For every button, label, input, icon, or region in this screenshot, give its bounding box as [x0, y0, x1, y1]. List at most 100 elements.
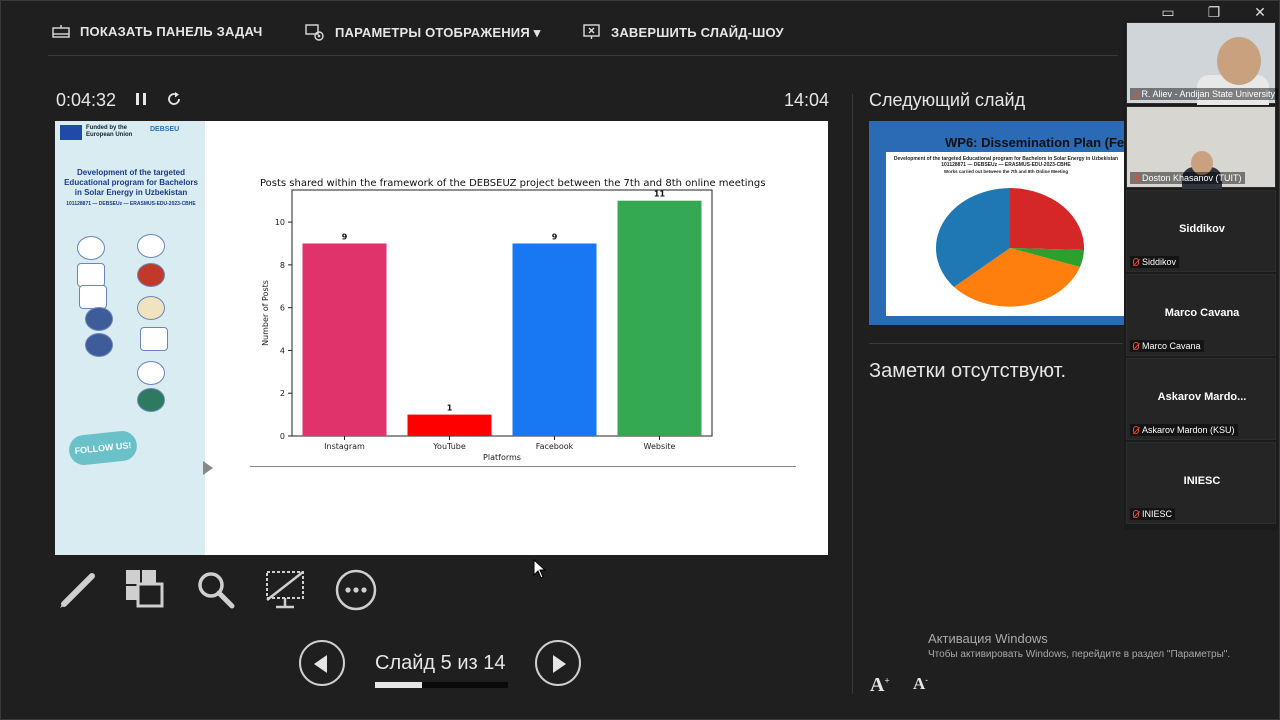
project-id: 101128871 — DEBSEUz — ERASMUS-EDU-2023-C… — [66, 201, 196, 207]
pen-icon[interactable] — [56, 568, 100, 612]
end-slideshow-button[interactable]: ЗАВЕРШИТЬ СЛАЙД-ШОУ — [583, 24, 784, 40]
next-slide-pie-chart — [935, 188, 1085, 307]
slide-sidebar: Funded by the European Union DEBSEU Deve… — [55, 121, 205, 555]
y-tick-label: 4 — [280, 346, 285, 355]
bar-data-label: 11 — [654, 190, 666, 199]
pie-slice — [1010, 248, 1084, 267]
participant-tile[interactable]: R. Aliev - Andijan State University — [1126, 22, 1278, 105]
black-screen-icon[interactable] — [264, 568, 308, 612]
partner-logo — [137, 296, 165, 320]
participant-name: Marco Cavana — [1142, 341, 1201, 351]
bar — [512, 243, 597, 436]
participant-video — [1182, 167, 1222, 189]
participant-display-name: Askarov Mardo... — [1157, 391, 1247, 403]
x-tick-label: Facebook — [536, 442, 574, 451]
partner-logo — [140, 327, 168, 351]
bar-data-label: 1 — [447, 404, 453, 413]
zoom-icon[interactable] — [194, 568, 238, 612]
y-tick-label: 10 — [275, 218, 285, 227]
end-slideshow-label: ЗАВЕРШИТЬ СЛАЙД-ШОУ — [611, 24, 784, 40]
all-slides-icon[interactable] — [124, 568, 168, 612]
display-settings-label: ПАРАМЕТРЫ ОТОБРАЖЕНИЯ ▾ — [335, 25, 541, 40]
participant-display-name: INIESC — [1183, 475, 1221, 487]
muted-mic-icon — [1133, 510, 1139, 518]
follow-us-badge: FOLLOW US! — [67, 429, 139, 467]
next-slide-thumbnail[interactable]: WP6: Dissemination Plan (FerP Developmen… — [869, 121, 1125, 325]
more-options-icon[interactable] — [334, 568, 378, 612]
y-axis-label: Number of Posts — [261, 280, 270, 346]
participant-display-name: Marco Cavana — [1164, 307, 1240, 319]
show-taskbar-button[interactable]: ПОКАЗАТЬ ПАНЕЛЬ ЗАДАЧ — [52, 24, 262, 39]
participant-tile[interactable]: INIESC INIESC — [1126, 442, 1276, 524]
y-tick-label: 2 — [280, 389, 285, 398]
restore-button[interactable]: ❐ — [1207, 4, 1221, 20]
pane-divider — [852, 94, 853, 694]
partner-logo — [137, 234, 165, 258]
x-tick-label: Instagram — [324, 442, 365, 451]
participant-name: Askarov Mardon (KSU) — [1142, 425, 1235, 435]
participant-tile[interactable]: Marco Cavana Marco Cavana — [1126, 274, 1276, 356]
partner-logo — [79, 285, 107, 309]
windows-activation-title: Активация Windows — [928, 631, 1048, 646]
next-slide-button[interactable] — [535, 640, 581, 686]
participant-label: INIESC — [1130, 508, 1176, 520]
previous-slide-button[interactable] — [299, 640, 345, 686]
participant-name: R. Aliev - Andijan State University — [1141, 89, 1275, 99]
project-title: Development of the targeted Educational … — [64, 168, 198, 197]
partner-logo — [137, 361, 165, 385]
muted-mic-icon — [1133, 426, 1139, 434]
partner-logo — [137, 263, 165, 287]
bar-data-label: 9 — [342, 232, 348, 241]
display-settings-button[interactable]: ПАРАМЕТРЫ ОТОБРАЖЕНИЯ ▾ — [305, 24, 540, 42]
y-tick-label: 8 — [280, 261, 285, 270]
partner-logo — [85, 333, 113, 357]
participant-video — [1191, 151, 1213, 175]
muted-mic-icon — [1133, 90, 1139, 98]
muted-mic-icon — [1133, 258, 1139, 266]
minimize-button[interactable]: ▭ — [1161, 4, 1175, 20]
pause-timer-icon[interactable] — [135, 92, 147, 106]
notes-divider — [869, 343, 1123, 344]
participant-name: Siddikov — [1142, 257, 1177, 267]
partner-logo — [85, 307, 113, 331]
bar-chart: Posts shared within the framework of the… — [250, 176, 810, 466]
next-slide-label: Следующий слайд — [869, 90, 1026, 110]
window-controls: ▭ ❐ ✕ — [1156, 4, 1272, 21]
bar-chart-svg: Posts shared within the framework of the… — [260, 178, 765, 462]
participant-tile[interactable]: Siddikov Siddikov — [1126, 190, 1276, 272]
show-taskbar-label: ПОКАЗАТЬ ПАНЕЛЬ ЗАДАЧ — [80, 24, 263, 39]
bar — [407, 414, 492, 436]
participant-label: R. Aliev - Andijan State University — [1130, 88, 1278, 100]
mouse-cursor-icon — [533, 559, 547, 579]
x-tick-label: Website — [644, 442, 676, 451]
top-toolbar: ПОКАЗАТЬ ПАНЕЛЬ ЗАДАЧ ПАРАМЕТРЫ ОТОБРАЖЕ… — [0, 0, 1280, 56]
participant-label: Marco Cavana — [1130, 340, 1204, 352]
x-axis-label: Platforms — [483, 453, 521, 462]
current-time: 14:04 — [784, 90, 830, 110]
current-slide: Funded by the European Union DEBSEU Deve… — [55, 121, 828, 555]
participant-tile[interactable]: Askarov Mardo... Askarov Mardon (KSU) — [1126, 358, 1276, 440]
increase-font-button[interactable]: A+ — [870, 674, 890, 696]
x-tick-label: YouTube — [432, 442, 466, 451]
participant-label: Siddikov — [1130, 256, 1180, 268]
partner-logo — [77, 236, 105, 260]
participant-name: Doston Khasanov (TUIT) — [1142, 173, 1242, 183]
speaker-notes: Заметки отсутствуют. — [869, 360, 1067, 382]
close-button[interactable]: ✕ — [1254, 4, 1266, 20]
decrease-font-button[interactable]: A- — [913, 674, 928, 693]
muted-mic-icon — [1133, 342, 1139, 350]
participant-label: Doston Khasanov (TUIT) — [1130, 172, 1245, 184]
restart-timer-icon[interactable] — [166, 91, 182, 107]
toolbar-divider — [48, 55, 1118, 56]
pie-slice — [954, 248, 1080, 307]
slide-progress-fill — [375, 682, 423, 688]
partner-logo — [77, 263, 105, 287]
pie-slice — [1010, 188, 1085, 250]
plot-frame — [291, 189, 713, 437]
slide-divider — [250, 466, 796, 467]
windows-activation-text: Чтобы активировать Windows, перейдите в … — [928, 649, 1231, 660]
bar — [302, 243, 387, 436]
next-slide-subtitle: Development of the targeted Educational … — [893, 156, 1119, 168]
participant-tile[interactable]: Doston Khasanov (TUIT) — [1126, 106, 1276, 189]
next-slide-title: WP6: Dissemination Plan (FerP — [945, 135, 1125, 150]
